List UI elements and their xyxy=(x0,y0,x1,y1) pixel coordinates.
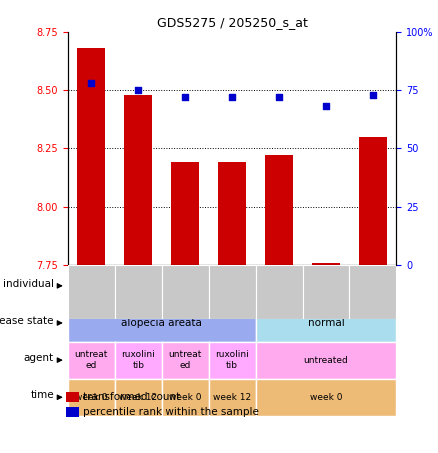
Bar xyxy=(303,265,350,319)
Bar xyxy=(350,265,396,319)
Text: control
subject 1: control subject 1 xyxy=(258,276,300,295)
Bar xyxy=(171,162,199,265)
Text: transformed count: transformed count xyxy=(83,392,180,402)
Point xyxy=(369,91,376,98)
Point xyxy=(229,93,236,101)
Point xyxy=(182,93,189,101)
Text: week 0: week 0 xyxy=(169,393,201,402)
Point xyxy=(88,79,95,87)
Bar xyxy=(359,137,387,265)
Bar xyxy=(208,265,256,319)
Point xyxy=(322,103,329,110)
Point xyxy=(135,87,142,94)
Text: week 0: week 0 xyxy=(75,393,108,402)
Bar xyxy=(218,162,246,265)
Text: patient 1: patient 1 xyxy=(94,281,135,290)
Bar xyxy=(162,265,208,319)
Text: percentile rank within the sample: percentile rank within the sample xyxy=(83,407,258,417)
Bar xyxy=(256,265,303,319)
Point xyxy=(276,93,283,101)
Text: control
subject 2: control subject 2 xyxy=(305,276,347,295)
Title: GDS5275 / 205250_s_at: GDS5275 / 205250_s_at xyxy=(157,16,307,29)
Text: untreat
ed: untreat ed xyxy=(74,351,108,370)
Text: ruxolini
tib: ruxolini tib xyxy=(215,351,249,370)
Text: agent: agent xyxy=(24,353,54,363)
Text: week 12: week 12 xyxy=(119,393,157,402)
Bar xyxy=(124,95,152,265)
Bar xyxy=(77,48,106,265)
Bar xyxy=(115,265,162,319)
Text: individual: individual xyxy=(3,279,54,289)
Text: untreat
ed: untreat ed xyxy=(169,351,202,370)
Text: time: time xyxy=(30,390,54,400)
Text: ruxolini
tib: ruxolini tib xyxy=(121,351,155,370)
Bar xyxy=(265,155,293,265)
Text: untreated: untreated xyxy=(304,356,348,365)
Bar xyxy=(66,407,79,417)
Bar xyxy=(312,263,340,265)
Text: patient 2: patient 2 xyxy=(188,281,229,290)
Text: disease state: disease state xyxy=(0,316,54,326)
Text: control
subject 3: control subject 3 xyxy=(352,276,394,295)
Text: week 12: week 12 xyxy=(213,393,251,402)
Text: normal: normal xyxy=(307,318,344,328)
Bar xyxy=(66,392,79,402)
Text: alopecia areata: alopecia areata xyxy=(121,318,202,328)
Bar xyxy=(68,265,115,319)
Text: week 0: week 0 xyxy=(310,393,342,402)
